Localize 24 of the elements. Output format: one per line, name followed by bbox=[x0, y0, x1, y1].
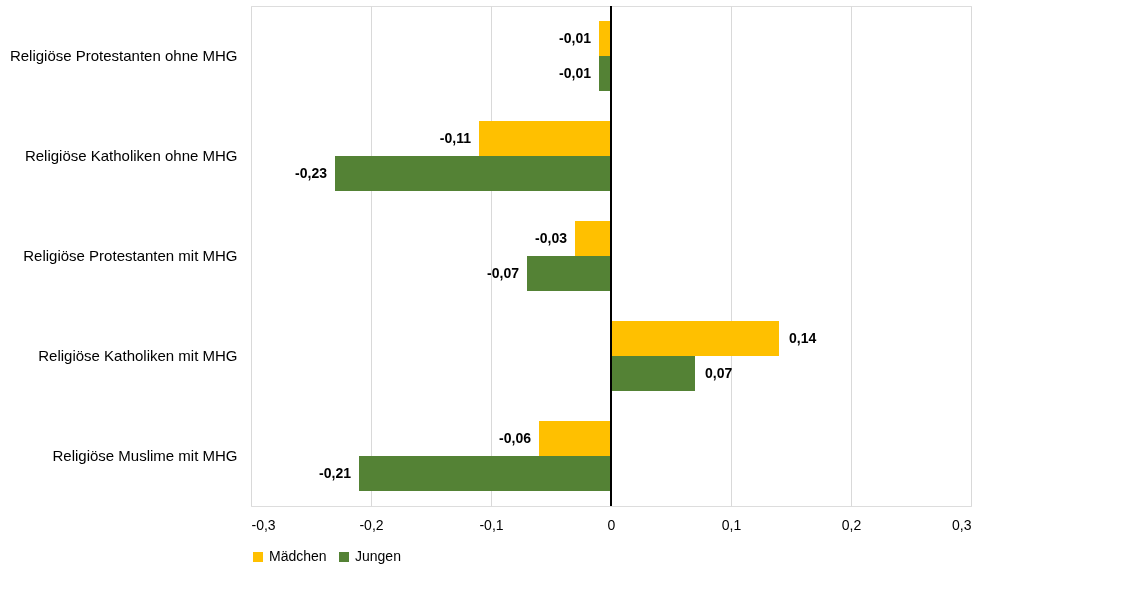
data-label: -0,07 bbox=[487, 264, 520, 281]
x-tick-label: 0 bbox=[607, 516, 616, 533]
y-tick-label: Religiöse Protestanten ohne MHG bbox=[9, 47, 238, 64]
data-label: -0,23 bbox=[295, 164, 328, 181]
data-label: 0,07 bbox=[705, 364, 733, 381]
data-label: -0,01 bbox=[559, 64, 592, 81]
x-tick-label: -0,3 bbox=[251, 516, 276, 533]
legend-label: Mädchen bbox=[269, 548, 327, 564]
data-label: -0,11 bbox=[439, 129, 472, 146]
y-tick-label: Religiöse Katholiken ohne MHG bbox=[24, 147, 238, 164]
x-tick-label: 0,2 bbox=[841, 516, 862, 533]
data-label: 0,14 bbox=[789, 329, 817, 346]
data-label: -0,21 bbox=[319, 464, 352, 481]
data-label: -0,01 bbox=[559, 29, 592, 46]
legend-label: Jungen bbox=[355, 548, 401, 564]
y-tick-label: Religiöse Katholiken mit MHG bbox=[38, 347, 238, 364]
y-tick-label: Religiöse Muslime mit MHG bbox=[52, 447, 238, 464]
x-tick-label: -0,2 bbox=[359, 516, 384, 533]
x-tick-label: 0,3 bbox=[952, 516, 972, 533]
x-tick-label: -0,1 bbox=[479, 516, 504, 533]
x-tick-label: 0,1 bbox=[721, 516, 742, 533]
y-tick-label: Religiöse Protestanten mit MHG bbox=[23, 247, 238, 264]
data-label: -0,06 bbox=[499, 429, 532, 446]
data-label: -0,03 bbox=[535, 229, 568, 246]
